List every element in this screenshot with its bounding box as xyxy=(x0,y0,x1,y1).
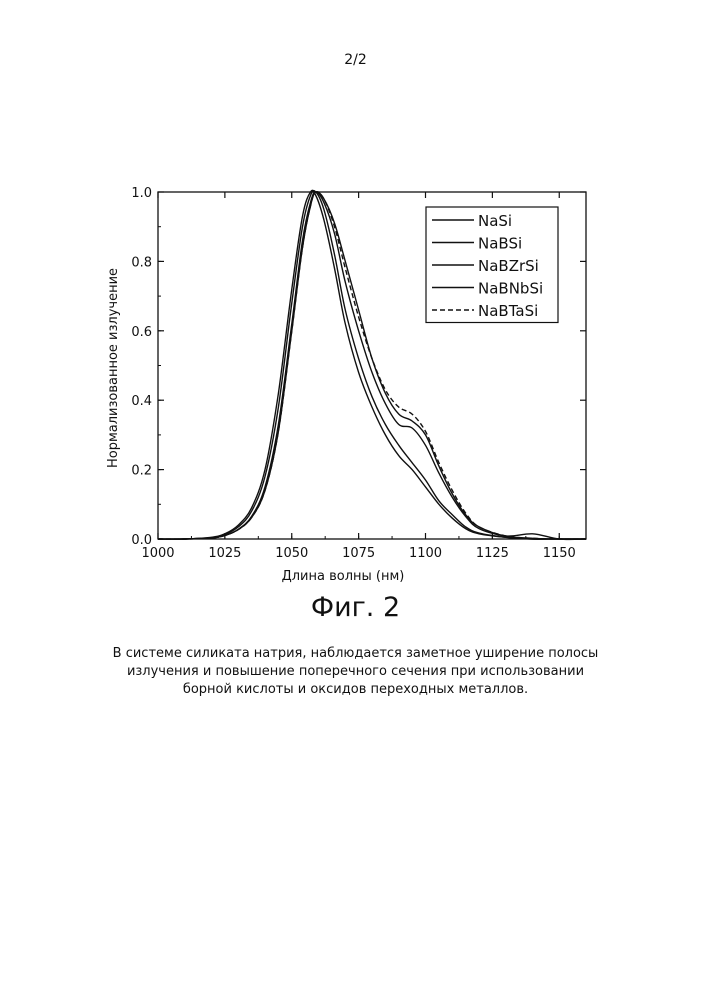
y-tick-label: 0.8 xyxy=(131,255,152,270)
x-tick-label: 1050 xyxy=(275,546,308,561)
y-tick-label: 0.6 xyxy=(131,325,152,340)
legend-label-nasi: NaSi xyxy=(478,212,512,230)
x-tick-label: 1025 xyxy=(208,546,241,561)
x-axis-label: Длина волны (нм) xyxy=(282,569,405,584)
legend-label-nabzrsi: NaBZrSi xyxy=(478,257,539,275)
x-tick-label: 1075 xyxy=(342,546,375,561)
y-axis-label: Нормализованное излучение xyxy=(106,268,121,468)
legend-label-nabsi: NaBSi xyxy=(478,235,522,253)
legend-label-nabnbsi: NaBNbSi xyxy=(478,280,543,298)
y-tick-label: 0.4 xyxy=(131,394,152,409)
figure-description: В системе силиката натрия, наблюдается з… xyxy=(110,645,601,699)
y-tick-label: 0.2 xyxy=(131,464,152,479)
x-tick-label: 1100 xyxy=(409,546,442,561)
legend: NaSi NaBSi NaBZrSi NaBNbSi NaBTaSi xyxy=(426,207,558,323)
x-tick-label: 1150 xyxy=(543,546,576,561)
y-tick-label: 1.0 xyxy=(131,186,152,201)
y-tick-label: 0.0 xyxy=(131,533,152,548)
figure-caption: Фиг. 2 xyxy=(0,592,711,623)
legend-label-nabtasi: NaBTaSi xyxy=(478,302,538,320)
x-tick-label: 1000 xyxy=(141,546,174,561)
x-tick-label: 1125 xyxy=(476,546,509,561)
